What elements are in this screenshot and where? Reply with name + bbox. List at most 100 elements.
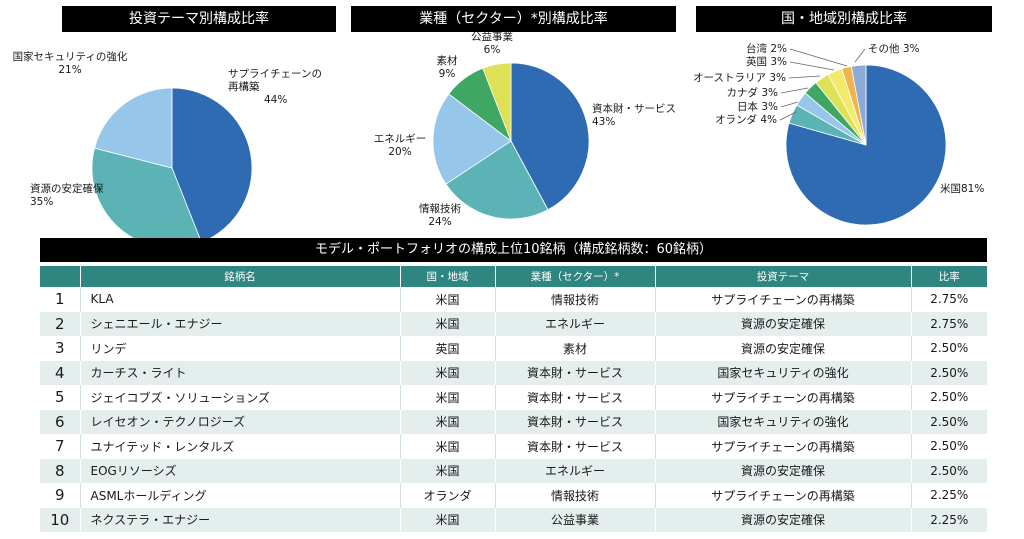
table-row: 9 ASMLホールディング オランダ 情報技術 サプライチェーンの再構築 2.25% xyxy=(40,483,987,508)
country-cell: 米国 xyxy=(399,385,495,410)
ratio-cell: 2.50% xyxy=(910,409,987,434)
ratio-cell: 2.25% xyxy=(910,483,987,508)
leader-line-3 xyxy=(780,87,809,94)
leader-line-1 xyxy=(779,111,797,121)
theme-cell: サプライチェーンの再構築 xyxy=(654,434,911,459)
ratio-cell: 2.50% xyxy=(910,360,987,385)
table-row: 5 ジェイコブズ・ソリューションズ 米国 資本財・サービス サプライチェーンの再構築 2.… xyxy=(40,385,987,410)
country-cell: 米国 xyxy=(399,434,495,459)
country-chart-title: 国・地域別構成比率 xyxy=(696,6,992,32)
rank-cell: 7 xyxy=(40,434,80,459)
theme-pie-chart: サプライチェーンの再構築44% 資源の安定確保 35% 国家セキュリティの強化 21% xyxy=(13,50,322,249)
stock-name-cell: ユナイテッド・レンタルズ xyxy=(79,434,400,459)
sector-cell: 資本財・サービス xyxy=(494,434,655,459)
rank-cell: 3 xyxy=(40,336,80,361)
slice-label-2-1: オランダ 4% xyxy=(715,113,777,126)
pie-slice-0-0 xyxy=(171,87,253,243)
leader-line-5 xyxy=(789,61,835,71)
stock-name-cell: シェニエール・エナジー xyxy=(79,311,400,336)
table-row: 4 カーチス・ライト 米国 資本財・サービス 国家セキュリティの強化 2.50% xyxy=(40,360,987,385)
table-row: 7 ユナイテッド・レンタルズ 米国 資本財・サービス サプライチェーンの再構築 2.50% xyxy=(40,434,987,459)
slice-label-2-4: オーストラリア 3% xyxy=(693,72,786,84)
rank-cell: 9 xyxy=(40,483,80,508)
country-cell: 米国 xyxy=(399,458,495,483)
rank-header xyxy=(40,266,80,287)
country-cell: 米国 xyxy=(399,360,495,385)
pie-slice-0-2 xyxy=(94,87,173,169)
slice-label-2-7: その他 3% xyxy=(868,42,920,55)
sector-pie-chart: 資本財・サービス 43% 情報技術 24% エネルギー 20% 素材 9% 公益事業 6% xyxy=(374,30,676,228)
theme-header: 投資テーマ xyxy=(654,266,911,287)
slice-label-2-2: 日本 3% xyxy=(737,100,778,113)
leader-line-7 xyxy=(854,48,866,63)
country-cell: 米国 xyxy=(399,507,495,532)
ratio-cell: 2.50% xyxy=(910,336,987,361)
table-row: 2 シェニエール・エナジー 米国 エネルギー 資源の安定確保 2.75% xyxy=(40,311,987,336)
theme-cell: サプライチェーンの再構築 xyxy=(654,287,911,312)
slice-label-0-1: 資源の安定確保 35% xyxy=(30,182,104,208)
rank-cell: 5 xyxy=(40,385,80,410)
holdings-table-title: モデル・ポートフォリオの構成上位10銘柄（構成銘柄数：60銘柄） xyxy=(40,238,987,262)
rank-cell: 6 xyxy=(40,409,80,434)
pie-slice-1-4 xyxy=(482,62,512,142)
slice-label-2-0: 米国81% xyxy=(940,182,984,195)
sector-header: 業種（セクター）* xyxy=(494,266,655,287)
ratio-cell: 2.75% xyxy=(910,311,987,336)
country-cell: 米国 xyxy=(399,409,495,434)
sector-cell: 素材 xyxy=(494,336,655,361)
leader-line-4 xyxy=(788,75,821,79)
country-cell: 米国 xyxy=(399,287,495,312)
table-row: 8 EOGリソーシズ 米国 エネルギー 資源の安定確保 2.50% xyxy=(40,458,987,483)
slice-label-1-0: 資本財・サービス 43% xyxy=(592,102,676,128)
theme-cell: 資源の安定確保 xyxy=(654,336,911,361)
sector-chart-title: 業種（セクター）*別構成比率 xyxy=(351,6,676,32)
pie-slice-1-2 xyxy=(432,93,512,185)
stock-name-cell: リンデ xyxy=(79,336,400,361)
leader-line-2 xyxy=(780,101,799,108)
holdings-table: 銘柄名 国・地域 業種（セクター）* 投資テーマ 比率 1 KLA 米国 情報技術 サプライチェ… xyxy=(40,266,987,532)
slice-label-1-1: 情報技術 24% xyxy=(419,202,461,228)
leader-line-6 xyxy=(789,48,848,67)
pie-slice-1-0 xyxy=(510,62,590,211)
ratio-cell: 2.50% xyxy=(910,385,987,410)
theme-cell: 資源の安定確保 xyxy=(654,458,911,483)
slice-label-2-5: 英国 3% xyxy=(746,55,787,68)
stock-name-cell: ASMLホールディング xyxy=(79,483,400,508)
sector-cell: 情報技術 xyxy=(494,483,655,508)
theme-cell: サプライチェーンの再構築 xyxy=(654,385,911,410)
slice-label-0-2: 国家セキュリティの強化 21% xyxy=(13,50,128,76)
sector-cell: エネルギー xyxy=(494,458,655,483)
ratio-cell: 2.75% xyxy=(910,287,987,312)
sector-cell: エネルギー xyxy=(494,311,655,336)
theme-cell: 資源の安定確保 xyxy=(654,507,911,532)
stock-name-cell: カーチス・ライト xyxy=(79,360,400,385)
ratio-header: 比率 xyxy=(910,266,987,287)
pie-slice-2-7 xyxy=(850,64,867,146)
slice-label-1-3: 素材 9% xyxy=(437,54,458,80)
ratio-cell: 2.50% xyxy=(910,458,987,483)
ratio-cell: 2.50% xyxy=(910,434,987,459)
sector-cell: 資本財・サービス xyxy=(494,360,655,385)
sector-cell: 公益事業 xyxy=(494,507,655,532)
theme-cell: 国家セキュリティの強化 xyxy=(654,360,911,385)
theme-cell: 資源の安定確保 xyxy=(654,311,911,336)
ratio-cell: 2.25% xyxy=(910,507,987,532)
table-header-row: 銘柄名 国・地域 業種（セクター）* 投資テーマ 比率 xyxy=(40,266,987,287)
stock-name-cell: EOGリソーシズ xyxy=(79,458,400,483)
slice-label-1-2: エネルギー 20% xyxy=(374,133,427,158)
sector-cell: 資本財・サービス xyxy=(494,409,655,434)
sector-cell: 情報技術 xyxy=(494,287,655,312)
rank-cell: 1 xyxy=(40,287,80,312)
country-header: 国・地域 xyxy=(399,266,495,287)
stock-name-cell: ジェイコブズ・ソリューションズ xyxy=(79,385,400,410)
slice-label-0-0: サプライチェーンの再構築44% xyxy=(228,68,322,106)
table-row: 6 レイセオン・テクノロジーズ 米国 資本財・サービス 国家セキュリティの強化 2.50% xyxy=(40,409,987,434)
table-row: 1 KLA 米国 情報技術 サプライチェーンの再構築 2.75% xyxy=(40,287,987,312)
name-header: 銘柄名 xyxy=(79,266,400,287)
rank-cell: 10 xyxy=(40,507,80,532)
table-row: 10 ネクステラ・エナジー 米国 公益事業 資源の安定確保 2.25% xyxy=(40,507,987,532)
table-row: 3 リンデ 英国 素材 資源の安定確保 2.50% xyxy=(40,336,987,361)
stock-name-cell: KLA xyxy=(79,287,400,312)
theme-chart-title: 投資テーマ別構成比率 xyxy=(62,6,336,32)
sector-cell: 資本財・サービス xyxy=(494,385,655,410)
